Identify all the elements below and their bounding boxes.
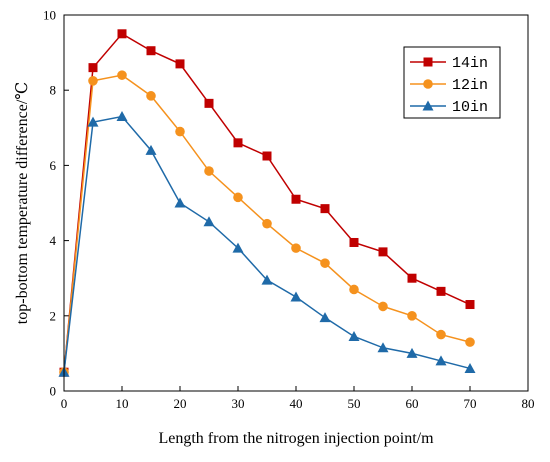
x-tick-label: 80: [522, 396, 535, 411]
data-point: [349, 284, 359, 295]
data-point: [204, 166, 214, 176]
data-point: [291, 194, 301, 204]
y-axis-title: top-bottom temperature difference/℃: [14, 82, 31, 324]
data-point: [146, 91, 156, 101]
data-point: [407, 273, 417, 283]
y-tick-label: 6: [50, 158, 57, 173]
legend-item: 12in: [410, 77, 488, 94]
data-point: [290, 291, 302, 302]
data-point: [320, 204, 330, 214]
data-point: [87, 116, 99, 127]
series-10in: [58, 111, 476, 377]
legend: 14in 12in 10in: [403, 46, 501, 119]
y-tick-label: 0: [50, 384, 57, 399]
legend-label: 14in: [452, 55, 488, 72]
data-point: [320, 258, 330, 268]
data-point: [291, 243, 301, 253]
legend-label: 12in: [452, 77, 488, 94]
data-point: [145, 144, 157, 155]
x-tick-label: 60: [406, 396, 419, 411]
data-point: [174, 197, 186, 208]
data-point: [465, 337, 475, 347]
x-tick-label: 0: [61, 396, 68, 411]
data-point: [116, 111, 128, 122]
x-tick-label: 50: [348, 396, 361, 411]
series-12in: [59, 70, 475, 378]
data-point: [88, 63, 98, 73]
data-point: [232, 242, 244, 253]
data-point: [233, 192, 243, 203]
y-tick-label: 10: [43, 8, 56, 23]
data-point: [88, 76, 98, 86]
data-point: [436, 329, 446, 340]
legend-marker: [422, 100, 434, 111]
y-tick-label: 4: [50, 233, 57, 248]
data-point: [349, 237, 359, 247]
x-tick-label: 10: [116, 396, 129, 411]
data-point: [117, 70, 127, 80]
data-point: [407, 311, 417, 321]
data-point: [204, 98, 214, 108]
series-14in: [59, 29, 475, 377]
data-point: [464, 362, 476, 373]
legend-item: 14in: [410, 55, 488, 72]
data-point: [319, 312, 331, 323]
data-point: [406, 347, 418, 358]
legend-label: 10in: [452, 99, 488, 116]
legend-marker: [423, 57, 433, 67]
legend-marker: [423, 79, 433, 89]
x-tick-label: 40: [290, 396, 303, 411]
x-tick-label: 30: [232, 396, 245, 411]
x-axis-title: Length from the nitrogen injection point…: [158, 430, 434, 447]
data-point: [262, 151, 272, 161]
data-point: [378, 247, 388, 257]
data-point: [348, 330, 360, 341]
data-point: [175, 126, 185, 137]
data-point: [465, 300, 475, 310]
data-point: [377, 342, 389, 353]
data-point: [175, 59, 185, 69]
data-point: [146, 46, 156, 56]
y-tick-label: 8: [50, 83, 57, 98]
data-point: [262, 218, 272, 229]
data-point: [233, 138, 243, 148]
data-point: [261, 274, 273, 285]
y-tick-label: 2: [50, 308, 57, 323]
data-point: [117, 29, 127, 39]
legend-item: 10in: [410, 99, 488, 116]
data-point: [436, 286, 446, 296]
x-tick-label: 70: [464, 396, 477, 411]
data-point: [378, 301, 388, 312]
plot-frame: [63, 14, 529, 392]
x-tick-label: 20: [174, 396, 187, 411]
data-point: [203, 216, 215, 227]
series-layer: [58, 29, 476, 378]
data-point: [435, 355, 447, 366]
